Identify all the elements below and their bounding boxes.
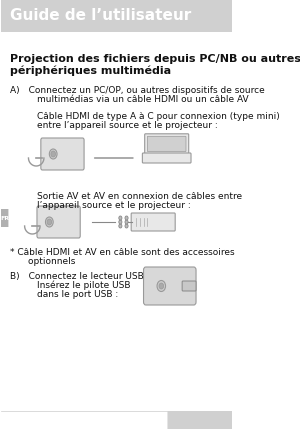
Ellipse shape <box>119 220 122 224</box>
Text: * Câble HDMI et AV en câble sont des accessoires: * Câble HDMI et AV en câble sont des acc… <box>10 248 235 257</box>
Text: FR: FR <box>0 215 9 221</box>
Text: Guide de l’utilisateur: Guide de l’utilisateur <box>10 9 191 24</box>
FancyBboxPatch shape <box>131 213 175 231</box>
Ellipse shape <box>125 220 128 224</box>
FancyBboxPatch shape <box>147 136 186 151</box>
Ellipse shape <box>47 219 52 225</box>
Text: périphériques multimédia: périphériques multimédia <box>10 65 171 76</box>
FancyBboxPatch shape <box>41 138 84 170</box>
Ellipse shape <box>49 149 57 159</box>
Ellipse shape <box>46 217 53 227</box>
FancyBboxPatch shape <box>1 209 8 227</box>
Ellipse shape <box>159 283 164 289</box>
FancyBboxPatch shape <box>142 153 191 163</box>
FancyBboxPatch shape <box>37 206 80 238</box>
Text: A) Connectez un PC/OP, ou autres dispositifs de source: A) Connectez un PC/OP, ou autres disposi… <box>10 86 265 95</box>
Ellipse shape <box>125 216 128 220</box>
FancyBboxPatch shape <box>1 0 232 32</box>
Text: Insérez le pilote USB: Insérez le pilote USB <box>10 281 130 290</box>
Text: B) Connectez le lecteur USB: B) Connectez le lecteur USB <box>10 272 144 281</box>
Text: Projection des fichiers depuis PC/NB ou autres: Projection des fichiers depuis PC/NB ou … <box>10 54 300 64</box>
Ellipse shape <box>119 224 122 228</box>
Text: dans le port USB :: dans le port USB : <box>10 290 118 299</box>
Text: Sortie AV et AV en connexion de câbles entre: Sortie AV et AV en connexion de câbles e… <box>10 192 242 201</box>
FancyBboxPatch shape <box>182 281 196 291</box>
FancyBboxPatch shape <box>145 134 189 155</box>
Text: entre l’appareil source et le projecteur :: entre l’appareil source et le projecteur… <box>10 121 218 130</box>
Text: Câble HDMI de type A à C pour connexion (type mini): Câble HDMI de type A à C pour connexion … <box>10 112 280 121</box>
Text: multimédias via un câble HDMI ou un câble AV: multimédias via un câble HDMI ou un câbl… <box>10 95 249 104</box>
Ellipse shape <box>119 216 122 220</box>
Text: optionnels: optionnels <box>10 257 75 266</box>
FancyBboxPatch shape <box>167 411 232 429</box>
Ellipse shape <box>51 151 56 157</box>
Ellipse shape <box>157 281 166 291</box>
Text: l’appareil source et le projecteur :: l’appareil source et le projecteur : <box>10 201 191 210</box>
Ellipse shape <box>125 224 128 228</box>
FancyBboxPatch shape <box>143 267 196 305</box>
